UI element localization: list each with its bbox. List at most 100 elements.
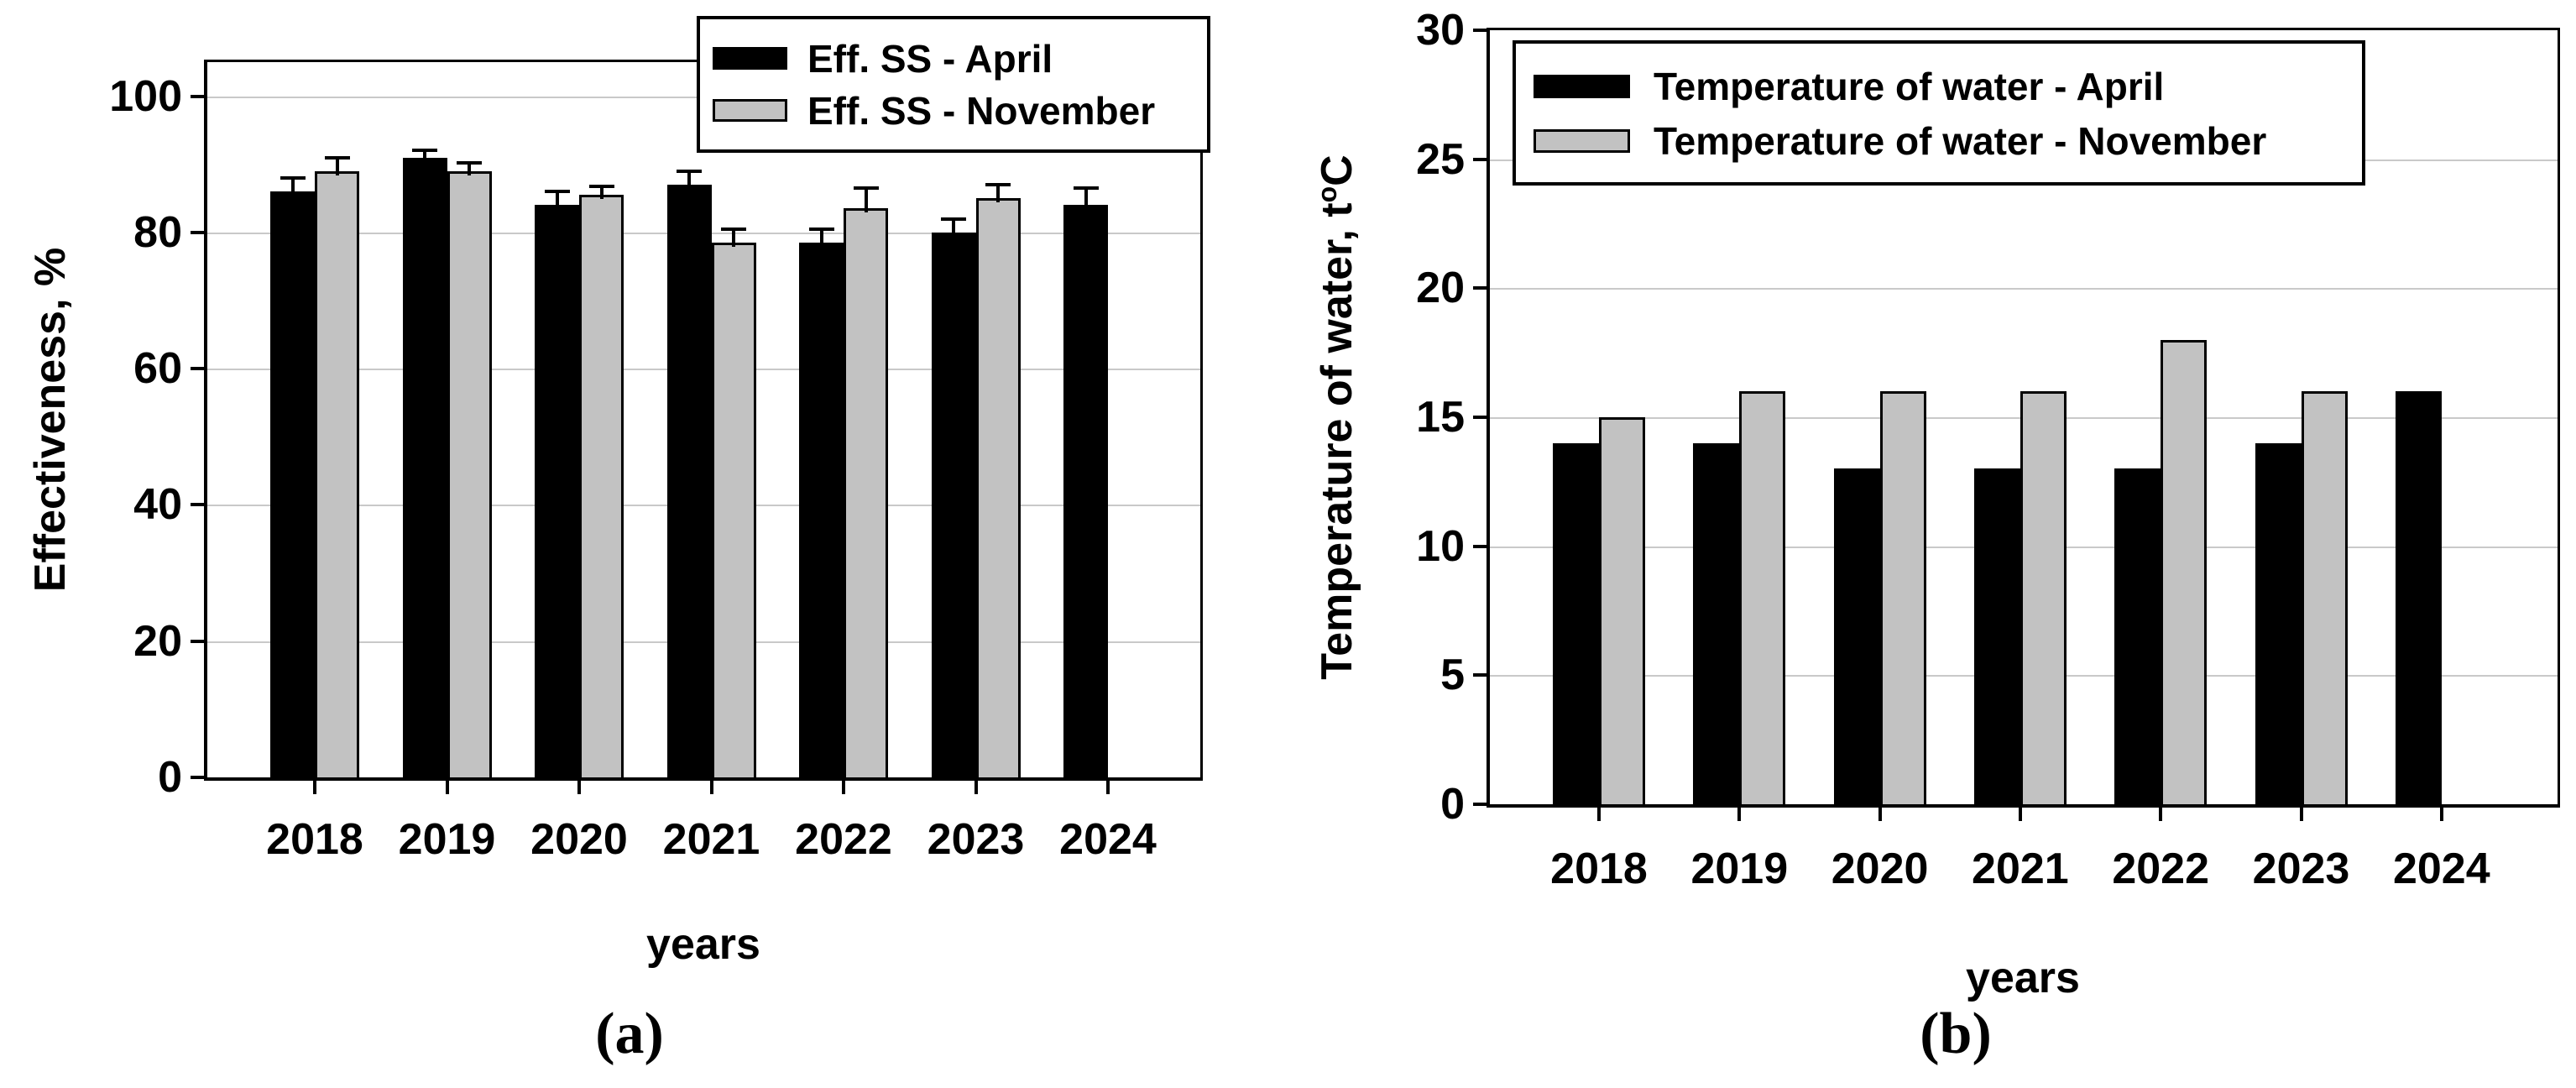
error-bar-cap	[985, 183, 1011, 187]
x-tick-label-2019: 2019	[398, 815, 496, 864]
legend-item-november: Temperature of water - November	[1534, 119, 2266, 163]
y-tick-label-10: 10	[1416, 521, 1465, 571]
bar-b-2023-november	[2301, 391, 2348, 804]
degree-superscript: o	[1311, 186, 1342, 203]
y-tick-20	[1473, 286, 1487, 290]
bar-a-2024-april	[1063, 205, 1108, 777]
legend-label-april: Temperature of water - April	[1654, 65, 2165, 108]
error-bar-line	[335, 157, 339, 175]
gridline-20	[1490, 288, 2558, 290]
november-swatch-icon	[713, 99, 787, 122]
bar-a-2022-november	[844, 208, 888, 777]
x-tick-2022	[2159, 808, 2163, 821]
x-tick-2020	[1878, 808, 1882, 821]
bar-a-2021-november	[711, 243, 756, 777]
bar-a-2022-april	[799, 243, 844, 777]
error-bar-line	[996, 185, 1000, 203]
bar-b-2019-april	[1693, 442, 1740, 804]
x-tick-label-2024: 2024	[2392, 845, 2490, 893]
x-tick-label-2023: 2023	[2252, 845, 2350, 893]
y-axis-title-a: Effectiveness, %	[26, 247, 75, 593]
x-tick-label-2021: 2021	[662, 815, 760, 864]
error-bar-cap	[588, 184, 614, 188]
error-bar-line	[555, 191, 559, 210]
error-bar-cap	[941, 217, 966, 221]
error-bar-cap	[324, 155, 350, 160]
legend-item-april: Temperature of water - April	[1534, 65, 2164, 108]
x-tick-2019	[445, 781, 449, 794]
y-tick-10	[1473, 544, 1487, 548]
bar-a-2019-november	[447, 170, 492, 777]
bar-a-2019-april	[402, 157, 447, 777]
bar-b-2020-april	[1833, 468, 1880, 804]
legend-label-november: Eff. SS - November	[807, 88, 1156, 133]
bar-b-2019-november	[1739, 391, 1786, 804]
bar-a-2023-november	[975, 198, 1021, 777]
bar-b-2024-april	[2395, 391, 2442, 804]
y-tick-5	[1473, 673, 1487, 677]
x-tick-2021	[2018, 808, 2022, 821]
bar-a-2018-april	[270, 191, 315, 777]
bar-b-2021-april	[1973, 468, 2020, 804]
x-tick-2024	[2439, 808, 2443, 821]
error-bar-cap	[808, 227, 834, 231]
x-tick-2023	[2299, 808, 2303, 821]
y-tick-label-0: 0	[1440, 780, 1465, 829]
november-swatch-icon	[1534, 129, 1630, 153]
y-tick-80	[191, 230, 204, 234]
caption-b: (b)	[1920, 1002, 1992, 1066]
bar-b-2021-november	[2020, 391, 2067, 804]
y-tick-label-20: 20	[1416, 264, 1465, 313]
x-tick-2020	[577, 781, 581, 794]
legend-label-november: Temperature of water - November	[1654, 119, 2267, 163]
bar-b-2018-april	[1553, 442, 1599, 804]
y-tick-20	[191, 639, 204, 643]
x-tick-label-2020: 2020	[1831, 845, 1929, 893]
y-tick-label-25: 25	[1416, 134, 1465, 184]
error-bar-cap	[544, 190, 570, 194]
error-bar-line	[952, 218, 955, 237]
bar-a-2018-november	[315, 170, 359, 777]
y-tick-15	[1473, 416, 1487, 419]
x-tick-label-2019: 2019	[1690, 845, 1789, 893]
x-tick-2022	[842, 781, 845, 794]
x-axis-title-b: years	[1966, 954, 2080, 1002]
legend-label-april: Eff. SS - April	[807, 36, 1053, 81]
y-tick-40	[191, 503, 204, 507]
x-tick-label-2022: 2022	[795, 815, 892, 864]
error-bar-line	[864, 188, 868, 213]
caption-a: (a)	[595, 1002, 664, 1066]
y-tick-0	[1473, 803, 1487, 806]
y-tick-label-5: 5	[1440, 651, 1465, 700]
error-bar-cap	[457, 161, 482, 165]
legend-item-november: Eff. SS - November	[713, 89, 1155, 133]
y-tick-label-100: 100	[109, 71, 182, 121]
x-tick-2018	[313, 781, 316, 794]
y-tick-label-60: 60	[133, 344, 182, 394]
x-tick-2019	[1737, 808, 1742, 821]
error-bar-line	[423, 150, 426, 162]
error-bar-line	[599, 186, 604, 200]
x-tick-label-2022: 2022	[2112, 845, 2210, 893]
bar-b-2022-november	[2161, 339, 2208, 804]
bar-a-2023-april	[931, 232, 976, 777]
y-tick-label-15: 15	[1416, 393, 1465, 442]
y-tick-label-20: 20	[133, 616, 182, 666]
error-bar-cap	[280, 175, 306, 180]
bar-b-2018-november	[1599, 417, 1645, 804]
legend-item-april: Eff. SS - April	[713, 37, 1053, 81]
error-bar-line	[1084, 188, 1088, 210]
x-tick-label-2020: 2020	[530, 815, 628, 864]
x-tick-2018	[1597, 808, 1601, 821]
error-bar-cap	[1073, 186, 1099, 191]
x-tick-label-2018: 2018	[266, 815, 363, 864]
x-tick-label-2021: 2021	[1972, 845, 2069, 893]
y-tick-25	[1473, 157, 1487, 161]
x-tick-2024	[1106, 781, 1110, 794]
bar-a-2021-april	[666, 185, 712, 777]
april-swatch-icon	[1534, 75, 1630, 98]
bar-b-2022-april	[2114, 468, 2161, 804]
bar-a-2020-april	[535, 205, 579, 777]
bar-b-2020-november	[1879, 391, 1926, 804]
